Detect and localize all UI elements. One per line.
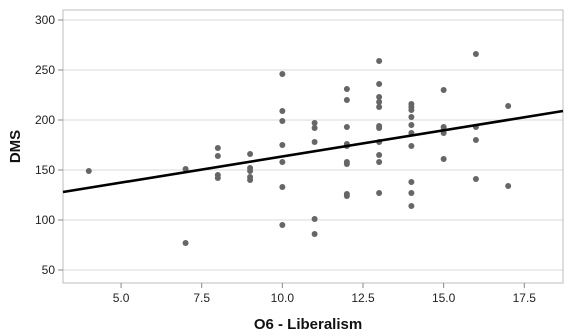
data-point (472, 137, 479, 143)
data-point (343, 161, 350, 167)
data-points (85, 51, 512, 246)
data-point (279, 142, 286, 148)
x-axis-ticks: 5.0 7.5 10.0 12.5 15.0 17.5 (113, 283, 537, 305)
data-point (472, 176, 479, 182)
data-point (311, 120, 318, 126)
data-point (214, 145, 221, 151)
data-point (376, 159, 383, 165)
data-point (279, 71, 286, 77)
y-tick-label: 150 (35, 163, 55, 177)
x-tick-label: 17.5 (513, 291, 537, 305)
data-point (247, 151, 254, 157)
data-point (247, 177, 254, 183)
data-point (376, 190, 383, 196)
y-tick-label: 300 (35, 13, 55, 27)
data-point (343, 124, 350, 130)
data-point (408, 190, 415, 196)
data-point (376, 99, 383, 105)
data-point (311, 216, 318, 222)
data-point (376, 58, 383, 64)
x-tick-label: 7.5 (193, 291, 210, 305)
data-point (279, 184, 286, 190)
data-point (376, 104, 383, 110)
data-point (343, 86, 350, 92)
data-point (279, 222, 286, 228)
x-tick-label: 12.5 (351, 291, 375, 305)
data-point (376, 125, 383, 131)
data-point (343, 97, 350, 103)
data-point (214, 153, 221, 159)
data-point (182, 240, 189, 246)
data-point (408, 114, 415, 120)
regression-line (62, 109, 564, 194)
data-point (182, 166, 189, 172)
plot-area-frame (62, 9, 564, 284)
data-point (279, 108, 286, 114)
data-point (343, 193, 350, 199)
y-tick-label: 50 (42, 263, 56, 277)
y-axis-title: DMS (7, 130, 24, 163)
data-point (311, 125, 318, 131)
x-tick-label: 10.0 (271, 291, 295, 305)
data-point (408, 203, 415, 209)
data-point (408, 107, 415, 113)
data-point (311, 231, 318, 237)
data-point (279, 159, 286, 165)
y-axis-ticks: 50 100 150 200 250 300 (35, 13, 63, 277)
x-axis-title: O6 - Liberalism (254, 316, 362, 333)
y-tick-label: 200 (35, 113, 55, 127)
data-point (85, 168, 92, 174)
data-point (279, 118, 286, 124)
data-point (408, 179, 415, 185)
x-tick-label: 5.0 (113, 291, 130, 305)
data-point (408, 143, 415, 149)
data-point (408, 122, 415, 128)
y-tick-label: 100 (35, 213, 55, 227)
data-point (472, 51, 479, 57)
y-tick-label: 250 (35, 63, 55, 77)
data-point (247, 168, 254, 174)
data-point (376, 94, 383, 100)
data-point (440, 87, 447, 93)
x-tick-label: 15.0 (432, 291, 456, 305)
data-point (376, 152, 383, 158)
data-point (440, 156, 447, 162)
data-point (505, 183, 512, 189)
data-point (505, 103, 512, 109)
data-point (376, 81, 383, 87)
data-point (311, 139, 318, 145)
gridlines (63, 19, 563, 271)
data-point (214, 175, 221, 181)
